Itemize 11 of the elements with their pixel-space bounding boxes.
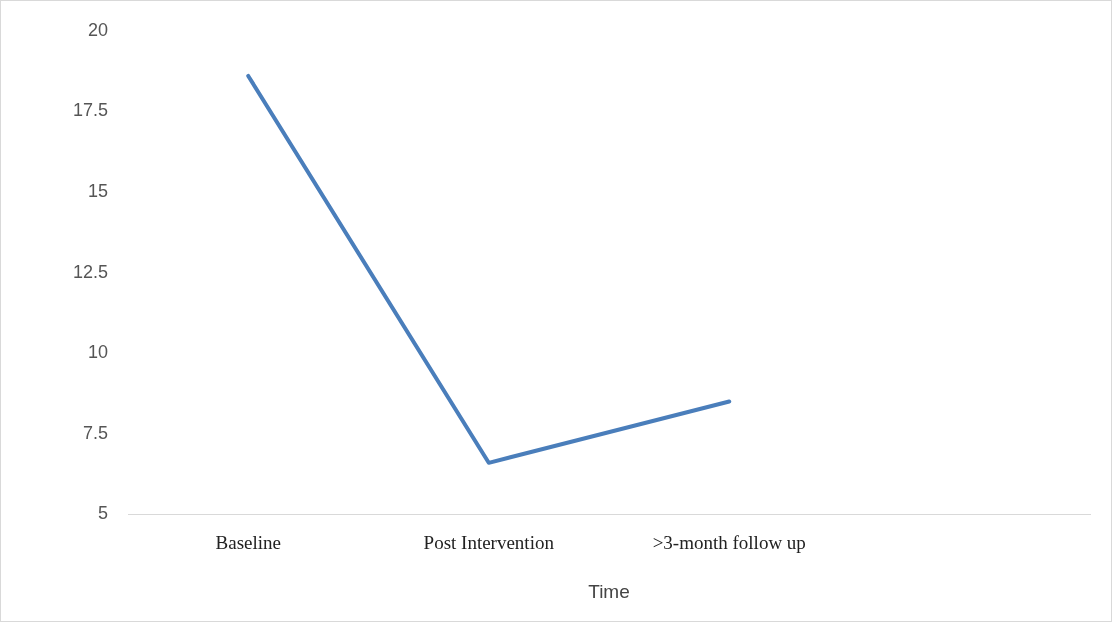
x-tick-label: >3-month follow up — [652, 531, 806, 553]
x-tick-label: Baseline — [215, 531, 281, 553]
y-tick-label: 7.5 — [82, 422, 108, 443]
y-tick-label: 5 — [97, 503, 108, 524]
x-tick-label: Post Intervention — [423, 531, 555, 553]
y-tick-label: 17.5 — [72, 100, 108, 121]
y-tick-label: 20 — [87, 19, 108, 40]
y-tick-label: 15 — [87, 180, 108, 201]
y-tick-label: 10 — [87, 342, 108, 363]
y-tick-label: 12.5 — [72, 261, 108, 282]
x-axis-title: Time — [588, 580, 630, 602]
